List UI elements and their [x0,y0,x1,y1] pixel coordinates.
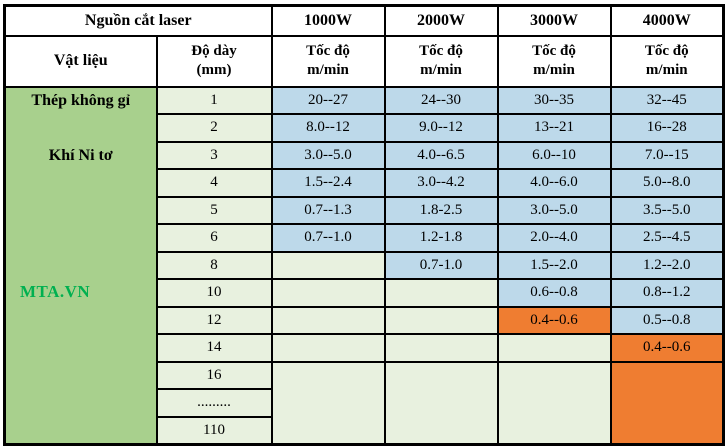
speed-cell-empty [270,333,386,363]
header-speed-1000w: Tốc độ m/min [270,34,386,88]
speed-cell: 32--45 [609,85,725,115]
table-row: 5 0.7--1.3 1.8-2.5 3.0--5.0 3.5--5.0 [5,195,725,225]
thickness-cell: 12 [155,305,273,335]
header-power-2000w: 2000W [383,4,499,37]
header-thickness-line1: Độ dày [191,43,237,60]
speed-cell: 4.0--6.0 [496,168,612,198]
header-power-4000w: 4000W [609,4,725,37]
speed-cell: 1.2-1.8 [383,223,499,253]
table-row: ......... [5,388,724,418]
speed-cell: 13--21 [496,113,612,143]
header-power-3000w: 3000W [496,4,612,37]
thickness-cell: 6 [155,223,273,253]
speed-cell: 8.0--12 [270,113,386,143]
thickness-cell: 10 [155,278,273,308]
table-row: 12 0.4--0.6 0.5--0.8 [5,305,725,335]
table-row: 10 0.6--0.8 0.8--1.2 [5,278,725,308]
laser-cutting-speed-table: Nguồn cắt laser 1000W 2000W 3000W 4000W … [3,4,725,446]
speed-cell: 1.2--2.0 [609,250,725,280]
table-row: 110 [5,415,724,445]
speed-cell: 5.0--8.0 [609,168,725,198]
speed-label-line2: m/min [533,62,575,78]
speed-cell: 6.0--10 [496,140,612,170]
speed-cell: 0.5--0.8 [609,305,725,335]
speed-cell: 1.5--2.4 [270,168,386,198]
speed-label-line1: Tốc độ [419,43,463,60]
thickness-cell: 8 [155,250,273,280]
assist-gas-label: Khí Ni tơ [48,146,113,164]
speed-cell: 9.0--12 [383,113,499,143]
speed-cell-empty [270,305,386,335]
speed-cell-empty [383,333,499,363]
thickness-cell: 2 [155,113,273,143]
header-thickness: Độ dày (mm) [155,34,273,88]
thickness-cell-ellipsis: ......... [155,388,273,418]
speed-label-line1: Tốc độ [532,43,576,60]
speed-label-line2: m/min [645,62,688,78]
speed-cell: 3.5--5.0 [609,195,725,225]
speed-cell-empty [383,305,499,335]
speed-cell: 1.8-2.5 [383,195,499,225]
speed-cell: 0.7-1.0 [383,250,499,280]
speed-cell-empty [496,333,612,363]
watermark-mta-vn: MTA.VN [20,281,91,301]
thickness-cell: 16 [155,360,273,390]
speed-cell: 4.0--6.5 [383,140,499,170]
speed-cell-empty [270,278,386,308]
speed-label-line1: Tốc độ [644,43,689,60]
header-power-1000w: 1000W [270,4,386,37]
table-title-row: Nguồn cắt laser 1000W 2000W 3000W 4000W [3,4,725,37]
table-row: 4 1.5--2.4 3.0--4.2 4.0--6.0 5.0--8.0 [5,168,725,198]
header-material: Vật liệu [3,34,158,88]
table-subheader-row: Vật liệu Độ dày (mm) Tốc độ m/min Tốc độ… [3,34,725,88]
speed-cell-empty-merged [383,360,499,445]
speed-cell: 0.6--0.8 [496,278,612,308]
table-row: 2 8.0--12 9.0--12 13--21 16--28 [5,113,725,143]
speed-cell-highlighted-merged [609,360,725,445]
speed-cell-highlighted: 0.4--0.6 [496,305,612,335]
speed-label-line2: m/min [307,62,349,78]
speed-label-line1: Tốc độ [306,43,350,60]
speed-cell: 0.8--1.2 [609,278,725,308]
header-laser-source: Nguồn cắt laser [3,4,273,37]
speed-cell-highlighted: 0.4--0.6 [609,333,725,363]
speed-cell-empty [270,250,386,280]
table-row: 16 [5,360,725,445]
thickness-cell: 4 [155,168,273,198]
header-thickness-line2: (mm) [196,62,232,78]
speed-cell: 3.0--4.2 [383,168,499,198]
speed-cell: 20--27 [270,85,386,115]
speed-cell: 1.5--2.0 [496,250,612,280]
thickness-cell: 110 [155,415,273,445]
speed-cell-empty-merged [496,360,612,445]
thickness-cell: 3 [155,140,273,170]
speed-label-line2: m/min [420,62,462,78]
speed-cell: 2.0--4.0 [496,223,612,253]
speed-cell-empty-merged [270,360,386,445]
speed-cell: 7.0--15 [609,140,725,170]
header-speed-2000w: Tốc độ m/min [383,34,499,88]
table-row: 3 3.0--5.0 4.0--6.5 6.0--10 7.0--15 [5,140,725,170]
material-cell: Thép không gỉ Khí Ni tơ MTA.VN [3,85,158,445]
table-row: 8 0.7-1.0 1.5--2.0 1.2--2.0 [5,250,725,280]
speed-cell: 24--30 [383,85,499,115]
header-speed-4000w: Tốc độ m/min [609,34,725,88]
speed-cell: 0.7--1.0 [270,223,386,253]
speed-cell: 30--35 [496,85,612,115]
speed-cell: 3.0--5.0 [496,195,612,225]
speed-cell: 0.7--1.3 [270,195,386,225]
speed-cell-empty [383,278,499,308]
speed-cell: 2.5--4.5 [609,223,725,253]
material-name: Thép không gỉ [31,91,131,109]
header-speed-3000w: Tốc độ m/min [496,34,612,88]
thickness-cell: 14 [155,333,273,363]
table-row: 14 0.4--0.6 [5,333,725,363]
table-row: Thép không gỉ Khí Ni tơ MTA.VN 1 20--27 … [3,85,725,445]
thickness-cell: 5 [155,195,273,225]
speed-cell: 16--28 [609,113,725,143]
speed-cell: 3.0--5.0 [270,140,386,170]
thickness-cell: 1 [155,85,273,115]
